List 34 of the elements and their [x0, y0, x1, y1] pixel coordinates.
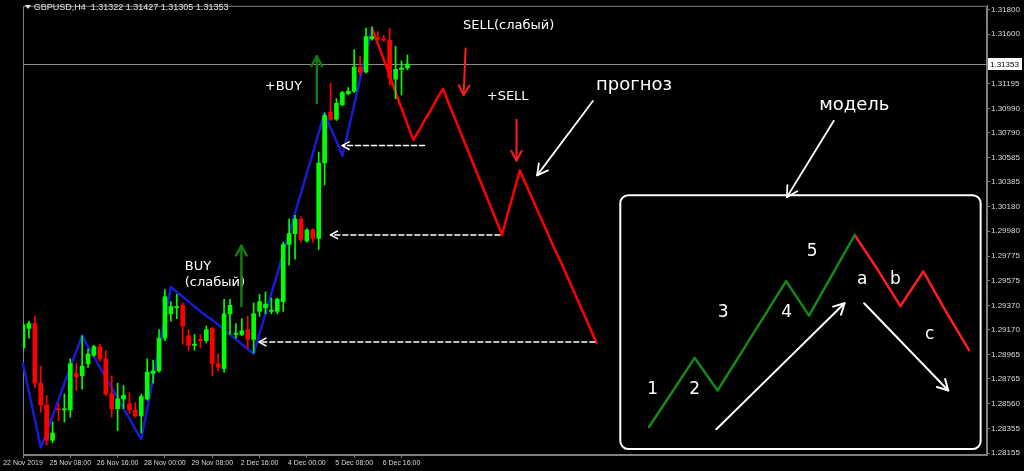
y-tick-label: 1.28155: [991, 448, 1021, 458]
y-tick-label: 1.28765: [991, 374, 1021, 384]
annotation: BUY (слабый): [184, 257, 246, 292]
annotation: 1: [647, 376, 659, 399]
y-tick-label: 1.30585: [991, 152, 1021, 162]
annotation: 2: [689, 376, 701, 399]
y-tick-label: 1.31195: [991, 78, 1020, 88]
annotation: c: [925, 321, 935, 345]
y-tick-label: 1.31800: [991, 5, 1021, 15]
y-tick-label: 1.30790: [991, 127, 1021, 137]
annotation: +SELL: [486, 87, 529, 105]
y-tick-label: 1.28355: [991, 423, 1021, 433]
y-tick-label: 1.30180: [991, 202, 1021, 212]
y-tick-label: 1.29370: [991, 300, 1021, 310]
annotation: 4: [781, 300, 793, 323]
y-tick-label: 1.29775: [991, 251, 1021, 261]
annotation: модель: [819, 92, 890, 116]
annotation: SELL(слабый): [463, 16, 555, 34]
y-tick-label: 1.29980: [991, 226, 1021, 236]
annotation: +BUY: [264, 77, 303, 95]
y-tick-label: 1.29170: [991, 324, 1021, 334]
y-tick-label: 1.28560: [991, 399, 1021, 409]
annotation: 5: [806, 238, 818, 261]
y-tick-label: 1.29575: [991, 275, 1021, 285]
annotation: 3: [717, 300, 729, 323]
y-tick-label: 1.30385: [991, 177, 1021, 187]
y-tick-label: 1.31600: [991, 29, 1021, 39]
y-tick-label: 1.30990: [991, 103, 1021, 113]
annotation: a: [856, 267, 868, 290]
y-tick-label: 1.28965: [991, 349, 1021, 359]
chart-title: GBPUSD,H4 1.31322 1.31427 1.31305 1.31353: [33, 2, 229, 13]
annotation: b: [890, 267, 901, 290]
annotation: прогноз: [595, 72, 673, 96]
ref-line-label: 1.31353: [990, 59, 1020, 69]
